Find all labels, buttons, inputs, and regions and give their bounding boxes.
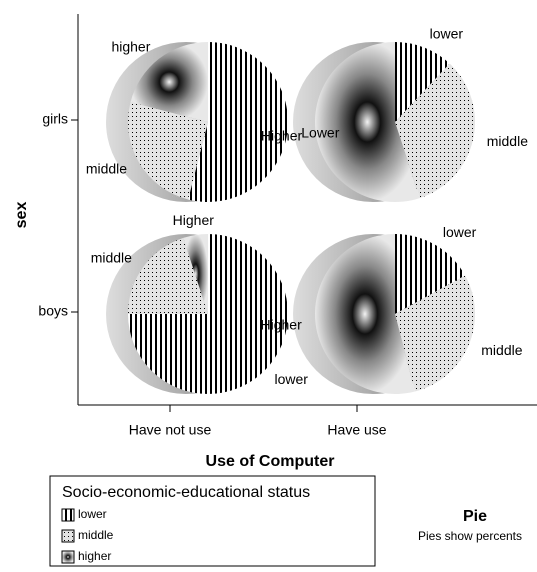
y-tick-label: boys [38,303,68,319]
pie-slice [395,42,450,122]
slice-label: Lower [301,124,339,140]
y-axis-title: sex [13,202,30,229]
pie-slice [315,42,420,203]
legend-label: higher [78,549,111,563]
legend-label: middle [78,528,114,542]
x-tick-label: Have use [327,422,386,438]
slice-label: middle [86,161,127,177]
pie-slice [183,234,208,314]
slice-label: lower [430,25,464,41]
legend-title: Socio-economic-educational status [62,484,310,501]
legend-label: lower [78,507,107,521]
slice-label: middle [487,133,528,149]
legend-swatch [61,529,75,543]
slice-label: Higher [261,127,303,143]
note: Pies show percents [418,529,522,543]
slice-label: Higher [260,316,302,332]
pie-slice [188,42,288,202]
pie-slice [315,234,415,394]
note-title: Pie [463,508,487,525]
pie-slice [128,102,208,200]
slice-label: lower [443,224,477,240]
y-tick-label: girls [42,111,68,127]
slice-label: Higher [173,212,215,228]
pies [106,42,476,394]
slice-label: middle [481,342,522,358]
slice-label: lower [274,371,308,387]
pie-slice [395,275,475,392]
legend-box [49,475,376,567]
pie-slice [130,42,208,122]
x-tick-label: Have not use [129,422,212,438]
pie-slice [128,237,208,314]
pie-slice [395,234,466,314]
pie-slice [395,63,476,199]
x-axis-title: Use of Computer [206,453,335,470]
legend-swatch [61,550,75,564]
slice-label: middle [91,249,132,265]
slice-label: higher [111,38,150,54]
legend-swatch [61,508,75,522]
